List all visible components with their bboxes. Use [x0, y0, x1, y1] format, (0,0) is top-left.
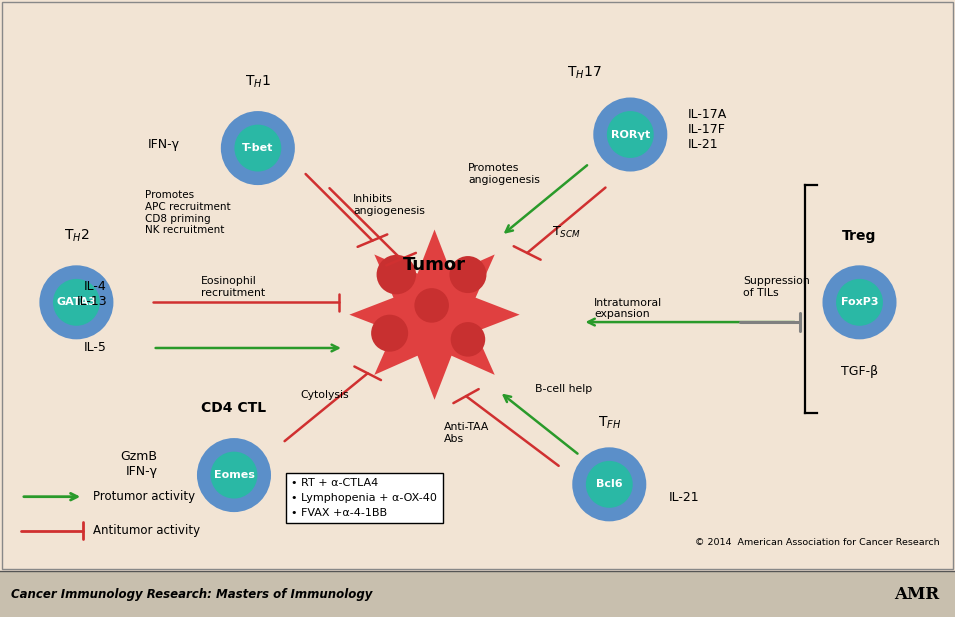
Ellipse shape [414, 288, 449, 323]
Text: RORγt: RORγt [610, 130, 650, 139]
Text: Intratumoral
expansion: Intratumoral expansion [594, 297, 662, 320]
Text: Bcl6: Bcl6 [596, 479, 623, 489]
Ellipse shape [606, 111, 654, 158]
Ellipse shape [371, 315, 408, 352]
Text: IL-17A
IL-17F
IL-21: IL-17A IL-17F IL-21 [688, 108, 727, 151]
Text: IFN-γ: IFN-γ [147, 138, 180, 152]
Text: T$_H$2: T$_H$2 [64, 228, 89, 244]
Text: T$_H$17: T$_H$17 [567, 65, 602, 81]
Ellipse shape [593, 97, 668, 172]
Ellipse shape [450, 256, 486, 293]
Text: Antitumor activity: Antitumor activity [93, 524, 200, 537]
Text: Cancer Immunology Research: Masters of Immunology: Cancer Immunology Research: Masters of I… [11, 588, 372, 602]
Text: GATA3: GATA3 [56, 297, 96, 307]
Text: Anti-TAA
Abs: Anti-TAA Abs [444, 422, 490, 444]
Text: T$_{SCM}$: T$_{SCM}$ [552, 225, 581, 239]
Text: CD4 CTL: CD4 CTL [202, 402, 266, 415]
Ellipse shape [39, 265, 114, 339]
Text: GzmB
IFN-γ: GzmB IFN-γ [120, 450, 158, 478]
Text: © 2014  American Association for Cancer Research: © 2014 American Association for Cancer R… [695, 539, 940, 547]
Ellipse shape [221, 111, 295, 185]
Text: Eomes: Eomes [214, 470, 254, 480]
Ellipse shape [234, 125, 282, 172]
Polygon shape [350, 230, 520, 400]
Text: AΜR: AΜR [895, 586, 940, 603]
Text: Inhibits
angiogenesis: Inhibits angiogenesis [353, 194, 425, 216]
Text: B-cell help: B-cell help [535, 384, 592, 394]
Ellipse shape [572, 447, 647, 521]
Text: FoxP3: FoxP3 [840, 297, 879, 307]
Text: TGF-β: TGF-β [841, 365, 878, 378]
Ellipse shape [451, 322, 485, 357]
Text: • RT + α-CTLA4
• Lymphopenia + α-OX-40
• FVAX +α-4-1BB: • RT + α-CTLA4 • Lymphopenia + α-OX-40 •… [291, 478, 437, 518]
Text: IL-21: IL-21 [668, 491, 699, 504]
Text: Tumor: Tumor [403, 256, 466, 275]
Text: IL-4
IL-13: IL-4 IL-13 [76, 280, 107, 308]
Ellipse shape [376, 255, 416, 294]
Ellipse shape [585, 461, 633, 508]
Text: T$_H$1: T$_H$1 [244, 73, 271, 89]
Ellipse shape [53, 279, 100, 326]
Text: Promotes
angiogenesis: Promotes angiogenesis [468, 163, 540, 185]
Ellipse shape [210, 452, 258, 499]
Text: Cytolysis: Cytolysis [301, 390, 350, 400]
Text: Treg: Treg [842, 229, 877, 242]
Text: Suppression
of TILs: Suppression of TILs [743, 276, 810, 298]
Text: IL-5: IL-5 [84, 341, 107, 355]
Text: Eosinophil
recruitment: Eosinophil recruitment [201, 276, 265, 298]
Ellipse shape [822, 265, 897, 339]
Text: Promotes
APC recruitment
CD8 priming
NK recruitment: Promotes APC recruitment CD8 priming NK … [145, 191, 231, 235]
FancyBboxPatch shape [0, 571, 955, 617]
Text: T-bet: T-bet [243, 143, 273, 153]
Ellipse shape [197, 438, 271, 512]
Text: T$_{FH}$: T$_{FH}$ [598, 415, 621, 431]
Text: Protumor activity: Protumor activity [93, 490, 195, 503]
Ellipse shape [836, 279, 883, 326]
